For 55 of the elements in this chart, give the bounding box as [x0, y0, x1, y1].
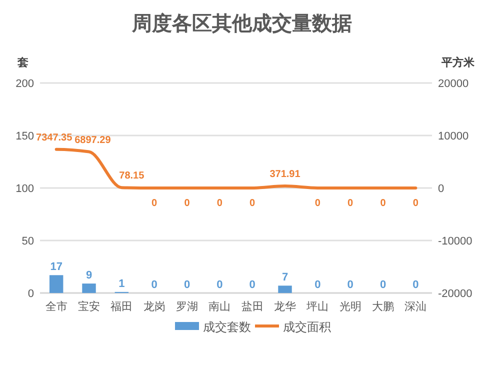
data-label: 0 [314, 198, 321, 209]
x-tick-label: 罗湖 [176, 301, 198, 313]
y2-tick-label: 0 [438, 183, 444, 195]
x-tick-label: 大鹏 [372, 300, 394, 313]
data-label: 17 [50, 261, 62, 274]
data-label: 78.15 [119, 170, 145, 182]
x-tick-label: 全市 [45, 300, 68, 313]
data-label: 0 [412, 198, 419, 209]
line-series [54, 148, 418, 190]
data-label: 1 [118, 278, 125, 290]
data-label: 9 [86, 270, 92, 282]
data-label: 7347.35 [36, 132, 73, 144]
data-label: 0 [249, 279, 256, 291]
bar [82, 284, 96, 293]
data-label: 0 [412, 279, 419, 291]
data-label: 0 [250, 198, 256, 209]
bar [49, 275, 64, 293]
chart-title: 周度各区其他成交量数据 [131, 12, 352, 35]
x-tick-label: 龙岗 [143, 300, 166, 313]
y-tick-label: 200 [16, 78, 34, 90]
legend-label: 成交面积 [283, 320, 331, 334]
legend-label: 成交套数 [203, 320, 251, 334]
y2-tick-label: -10000 [438, 236, 472, 248]
y2-tick-label: 10000 [438, 130, 469, 142]
data-label: 371.91 [270, 169, 301, 180]
data-label: 0 [380, 198, 386, 209]
x-tick-label: 光明 [339, 300, 362, 313]
y2-axis-title: 平方米 [440, 56, 476, 69]
data-label: 0 [184, 198, 190, 209]
y-tick-label: 100 [16, 183, 34, 195]
x-tick-label: 宝安 [78, 300, 100, 313]
bar [278, 286, 292, 293]
x-tick-label: 福田 [110, 300, 133, 313]
data-label: 0 [152, 198, 158, 209]
y-axis-title: 套 [16, 56, 28, 69]
data-label: 6897.29 [74, 134, 112, 146]
x-tick-label: 盐田 [241, 300, 264, 313]
data-label: 0 [151, 279, 158, 291]
x-tick-label: 南山 [208, 300, 231, 313]
data-label: 0 [184, 279, 190, 291]
data-label: 0 [216, 198, 223, 209]
y-tick-label: 150 [16, 130, 34, 142]
y2-tick-label: -20000 [438, 288, 472, 300]
data-label: 0 [348, 198, 354, 209]
x-tick-label: 龙华 [274, 300, 296, 313]
data-label: 0 [347, 279, 354, 291]
data-label: 0 [380, 279, 386, 291]
data-label: 0 [314, 279, 321, 291]
x-tick-label: 深汕 [404, 300, 427, 313]
x-tick-label: 坪山 [306, 300, 329, 313]
y-tick-label: 50 [22, 236, 34, 248]
y2-tick-label: 20000 [438, 78, 469, 90]
data-label: 0 [216, 279, 223, 291]
y-tick-label: 0 [28, 288, 34, 300]
data-label: 7 [282, 272, 288, 284]
